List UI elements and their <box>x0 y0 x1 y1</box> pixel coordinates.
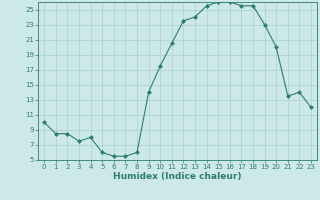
X-axis label: Humidex (Indice chaleur): Humidex (Indice chaleur) <box>113 172 242 181</box>
